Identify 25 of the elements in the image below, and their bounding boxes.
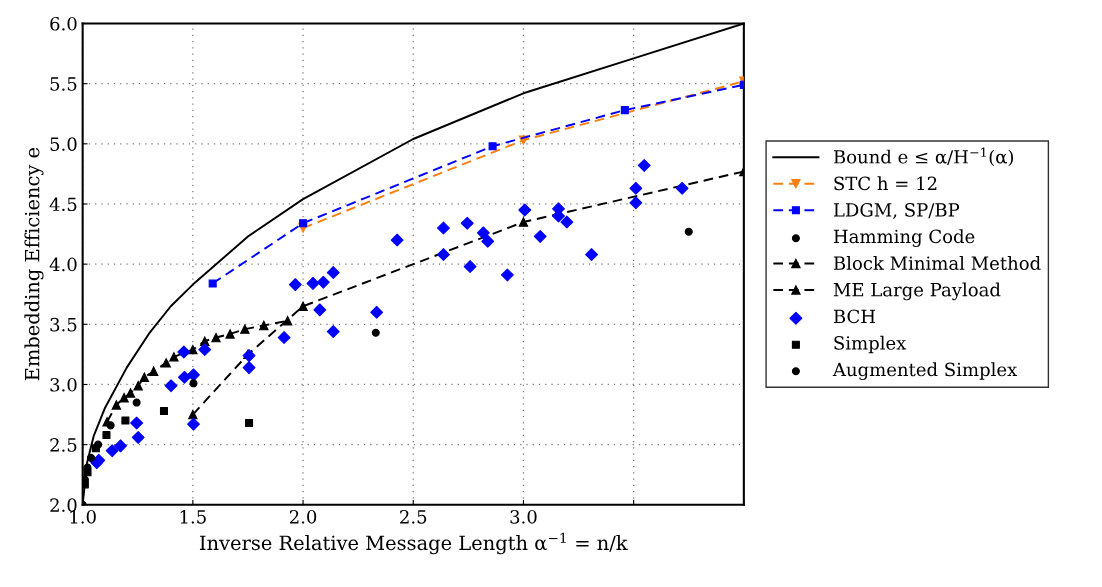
legend-label: LDGM, SP/BP xyxy=(833,203,960,219)
legend-label: Block Minimal Method xyxy=(833,256,1041,270)
legend-label: Augmented Simplex xyxy=(832,362,1018,381)
legend-label: BCH xyxy=(833,309,876,324)
x-tick-label: 2.5 xyxy=(400,510,427,524)
x-tick-label: 2.0 xyxy=(289,510,317,524)
y-tick-label: 5.0 xyxy=(50,137,77,151)
x-tick-label: 1.5 xyxy=(180,510,206,524)
y-tick-label: 3.0 xyxy=(50,377,77,392)
x-axis-title: Inverse Relative Message Length α$^{−1}$ = n/k xyxy=(199,532,628,555)
legend-label: Hamming Code xyxy=(833,229,975,247)
x-tick-label: 3.0 xyxy=(510,510,537,524)
legend-label: ME Large Payload xyxy=(833,282,1001,301)
y-tick-label: 2.5 xyxy=(50,438,77,452)
y-tick-label: 5.5 xyxy=(50,77,77,91)
y-tick-label: 4.5 xyxy=(49,197,77,212)
legend-label: STC h = 12 xyxy=(834,176,937,191)
legend-label: Bound e ≤ α/H$^{−1}$(α) xyxy=(833,147,1014,167)
legend-label: Simplex xyxy=(834,335,907,354)
y-tick-label: 2.0 xyxy=(50,498,77,512)
x-tick-label: 1.0 xyxy=(70,510,96,524)
y-tick-label: 3.5 xyxy=(50,317,77,332)
y-tick-label: 6.0 xyxy=(50,16,77,31)
y-axis-title: Embedding Efficiency e xyxy=(24,147,44,381)
y-tick-label: 4.0 xyxy=(49,257,77,272)
